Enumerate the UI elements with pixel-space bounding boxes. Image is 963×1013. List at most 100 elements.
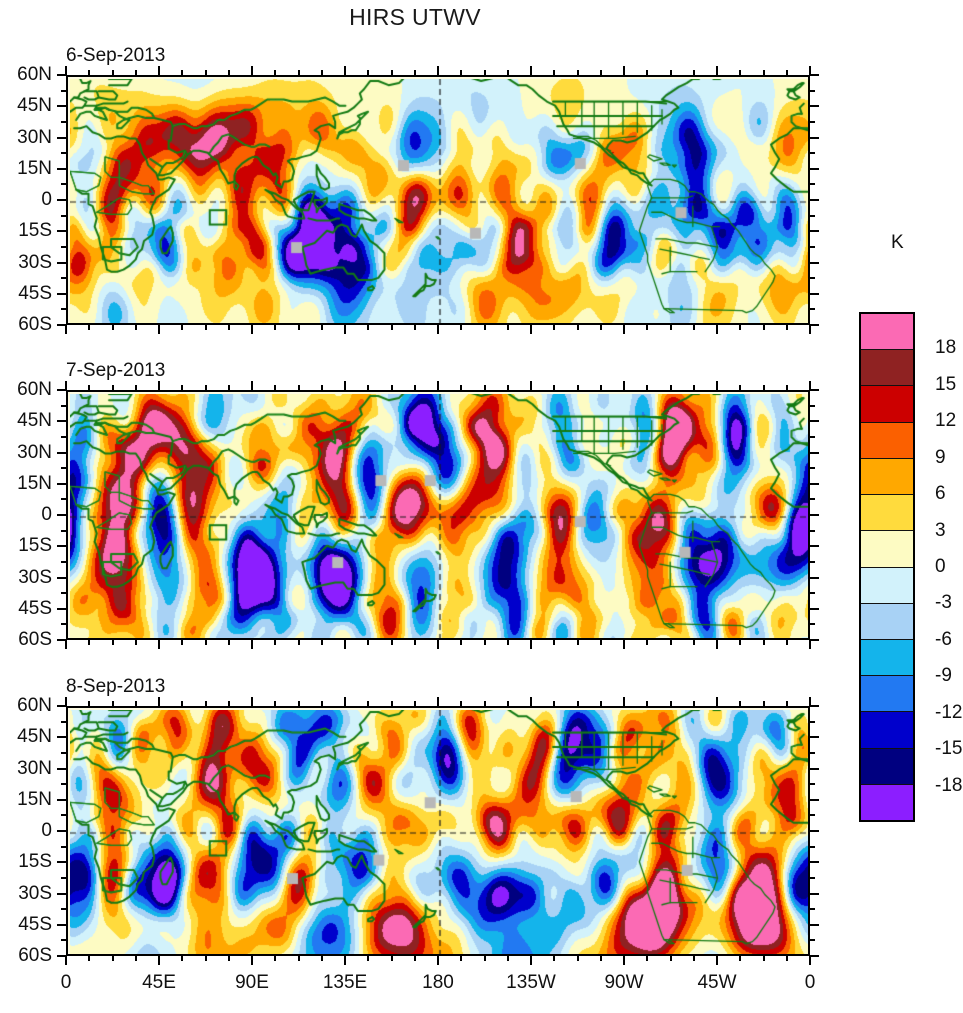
x-minor-tick <box>460 701 463 706</box>
map-field-canvas <box>70 79 808 323</box>
y-minor-tick <box>61 404 66 407</box>
colorbar-tick-label: -9 <box>935 665 952 687</box>
x-tick-mark <box>344 325 346 334</box>
x-tick-mark <box>437 956 439 965</box>
x-minor-tick <box>785 325 788 330</box>
x-minor-tick <box>506 385 509 390</box>
x-tick-mark-top <box>809 66 811 75</box>
x-minor-tick <box>599 640 602 645</box>
x-tick-mark-top <box>530 66 532 75</box>
x-tick-mark-top <box>530 697 532 706</box>
colorbar-band <box>861 385 913 422</box>
x-minor-tick <box>204 640 207 645</box>
x-minor-tick <box>692 385 695 390</box>
x-tick-mark <box>344 640 346 649</box>
y-tick-mark <box>57 230 66 233</box>
y-tick-mark <box>57 736 66 739</box>
x-minor-tick <box>88 70 91 75</box>
colorbar-band <box>861 783 913 821</box>
x-minor-tick <box>227 325 230 330</box>
y-minor-tick <box>61 814 66 817</box>
x-minor-tick <box>320 385 323 390</box>
x-minor-tick <box>762 640 765 645</box>
x-minor-tick <box>460 956 463 961</box>
x-tick-mark-top <box>158 66 160 75</box>
x-minor-tick <box>390 70 393 75</box>
x-minor-tick <box>390 325 393 330</box>
x-minor-tick <box>576 325 579 330</box>
x-axis-tick-label: 45E <box>142 972 176 993</box>
y-tick-mark <box>57 74 66 76</box>
y-tick-mark <box>57 261 66 264</box>
y-tick-mark <box>57 324 66 326</box>
colorbar-tick-label: -6 <box>935 628 952 650</box>
y-minor-tick <box>61 939 66 942</box>
map-plot-area[interactable] <box>66 75 810 325</box>
y-tick-mark <box>810 798 819 801</box>
y-tick-mark <box>810 545 819 548</box>
y-axis-tick-label: 60N <box>17 64 52 85</box>
x-minor-tick <box>297 70 300 75</box>
y-minor-tick <box>810 498 815 501</box>
x-minor-tick <box>413 70 416 75</box>
x-axis-tick-label: 90E <box>235 972 269 993</box>
x-minor-tick <box>320 70 323 75</box>
x-minor-tick <box>134 701 137 706</box>
y-minor-tick <box>810 120 815 123</box>
x-tick-mark-top <box>437 66 439 75</box>
y-tick-mark <box>57 545 66 548</box>
x-minor-tick <box>297 701 300 706</box>
y-axis-tick-label: 15N <box>17 788 52 810</box>
x-minor-tick <box>227 70 230 75</box>
map-plot-area[interactable] <box>66 390 810 640</box>
map-field-canvas <box>70 710 808 954</box>
x-minor-tick <box>483 640 486 645</box>
x-minor-tick <box>181 701 184 706</box>
y-minor-tick <box>810 876 815 879</box>
y-axis-tick-label: 45N <box>17 726 52 748</box>
y-minor-tick <box>61 467 66 470</box>
x-tick-mark <box>716 640 718 649</box>
y-minor-tick <box>810 939 815 942</box>
x-tick-mark <box>65 325 67 334</box>
x-tick-mark-top <box>344 381 346 390</box>
x-tick-mark <box>437 325 439 334</box>
y-tick-mark <box>810 324 819 326</box>
y-minor-tick <box>61 876 66 879</box>
y-minor-tick <box>810 277 815 280</box>
map-plot-area[interactable] <box>66 706 810 956</box>
x-minor-tick <box>367 701 370 706</box>
colorbar-band <box>861 421 913 458</box>
map-panel-1: 6-Sep-2013 60N 45N 30N 15N 0 15S 30S 45S 60S <box>17 45 819 335</box>
y-minor-tick <box>810 845 815 848</box>
y-minor-tick <box>61 120 66 123</box>
x-minor-tick <box>785 701 788 706</box>
x-minor-tick <box>762 385 765 390</box>
colorbar-band <box>861 530 913 567</box>
x-minor-tick <box>576 70 579 75</box>
y-axis-tick-label: 15S <box>18 851 52 873</box>
x-minor-tick <box>297 385 300 390</box>
x-tick-mark <box>530 325 532 334</box>
x-minor-tick <box>88 325 91 330</box>
x-minor-tick <box>274 70 277 75</box>
x-minor-tick <box>692 956 695 961</box>
y-tick-mark <box>810 167 819 170</box>
x-tick-mark <box>809 956 811 965</box>
y-axis-tick-label: 60S <box>18 314 52 335</box>
y-minor-tick <box>61 214 66 217</box>
x-minor-tick <box>134 385 137 390</box>
x-minor-tick <box>181 956 184 961</box>
y-minor-tick <box>61 720 66 723</box>
y-tick-mark <box>57 136 66 139</box>
colorbar-band <box>861 457 913 495</box>
x-minor-tick <box>367 70 370 75</box>
colorbar[interactable] <box>859 312 915 822</box>
y-minor-tick <box>61 845 66 848</box>
x-tick-mark-top <box>809 381 811 390</box>
x-minor-tick <box>646 70 649 75</box>
y-minor-tick <box>810 89 815 92</box>
y-minor-tick <box>810 560 815 563</box>
y-tick-mark <box>57 292 66 295</box>
colorbar-band <box>861 602 913 639</box>
